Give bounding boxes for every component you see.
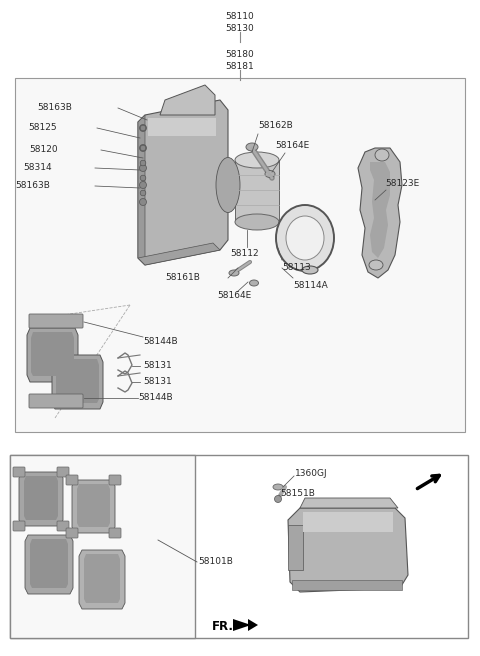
FancyBboxPatch shape <box>109 528 121 538</box>
Ellipse shape <box>375 149 389 161</box>
Polygon shape <box>138 115 145 265</box>
Ellipse shape <box>140 144 146 152</box>
Text: 58164E: 58164E <box>275 140 309 150</box>
Text: 58101B: 58101B <box>198 558 233 567</box>
Text: 58163B: 58163B <box>15 182 50 190</box>
FancyBboxPatch shape <box>66 528 78 538</box>
Text: 58180: 58180 <box>226 50 254 59</box>
Text: 58164E: 58164E <box>217 291 251 300</box>
Bar <box>235 160 279 222</box>
Ellipse shape <box>229 270 239 276</box>
Polygon shape <box>31 332 74 376</box>
Text: 58144B: 58144B <box>143 337 178 346</box>
Polygon shape <box>52 355 103 409</box>
Text: 58110: 58110 <box>226 12 254 21</box>
Text: 58144B: 58144B <box>138 394 173 403</box>
Polygon shape <box>300 498 398 508</box>
Polygon shape <box>79 550 125 609</box>
FancyBboxPatch shape <box>13 467 25 477</box>
Bar <box>288 525 303 570</box>
Text: 58120: 58120 <box>29 146 58 155</box>
Polygon shape <box>27 328 78 382</box>
Ellipse shape <box>302 266 318 274</box>
Ellipse shape <box>140 190 146 195</box>
Ellipse shape <box>140 145 146 151</box>
Ellipse shape <box>235 152 279 168</box>
Polygon shape <box>138 243 220 265</box>
Bar <box>303 512 393 532</box>
Ellipse shape <box>246 143 258 151</box>
Bar <box>292 580 402 590</box>
FancyBboxPatch shape <box>57 521 69 531</box>
Ellipse shape <box>235 214 279 230</box>
Ellipse shape <box>286 216 324 260</box>
Polygon shape <box>138 100 228 265</box>
FancyBboxPatch shape <box>29 314 83 328</box>
Text: FR.: FR. <box>212 619 234 632</box>
Text: 58162B: 58162B <box>258 121 293 131</box>
Ellipse shape <box>369 260 383 270</box>
Polygon shape <box>84 554 120 603</box>
Polygon shape <box>72 480 115 533</box>
Ellipse shape <box>140 165 146 171</box>
Ellipse shape <box>140 160 146 166</box>
FancyBboxPatch shape <box>57 467 69 477</box>
Text: 58112: 58112 <box>230 249 259 258</box>
Ellipse shape <box>140 199 146 205</box>
Text: 58113: 58113 <box>282 262 311 272</box>
FancyBboxPatch shape <box>66 475 78 485</box>
Ellipse shape <box>140 125 146 131</box>
Ellipse shape <box>140 182 146 188</box>
Bar <box>15 78 465 432</box>
Polygon shape <box>370 162 390 258</box>
Bar <box>148 118 216 136</box>
FancyBboxPatch shape <box>109 475 121 485</box>
Text: 58181: 58181 <box>226 62 254 71</box>
Ellipse shape <box>216 157 240 213</box>
Polygon shape <box>30 539 68 588</box>
Polygon shape <box>77 484 110 527</box>
Ellipse shape <box>250 280 259 286</box>
Polygon shape <box>358 148 402 278</box>
Text: 58161B: 58161B <box>165 274 200 283</box>
Bar <box>10 455 468 638</box>
Ellipse shape <box>140 175 146 181</box>
Text: 58151B: 58151B <box>280 489 315 497</box>
Text: 58114A: 58114A <box>293 281 328 289</box>
Text: 58314: 58314 <box>24 163 52 173</box>
Polygon shape <box>56 359 99 403</box>
Polygon shape <box>19 472 63 526</box>
Bar <box>10 455 195 638</box>
Polygon shape <box>288 508 408 592</box>
Ellipse shape <box>265 171 275 178</box>
Polygon shape <box>233 619 258 631</box>
Text: 58131: 58131 <box>143 361 172 371</box>
Ellipse shape <box>140 125 146 131</box>
Ellipse shape <box>276 205 334 271</box>
Polygon shape <box>160 85 215 115</box>
Text: 58131: 58131 <box>143 377 172 386</box>
Ellipse shape <box>273 484 283 490</box>
Ellipse shape <box>275 495 281 502</box>
Text: 58125: 58125 <box>28 123 57 133</box>
FancyBboxPatch shape <box>29 394 83 408</box>
Text: 58130: 58130 <box>226 24 254 33</box>
Text: 1360GJ: 1360GJ <box>295 470 328 478</box>
Text: 58123E: 58123E <box>385 178 419 188</box>
Text: 58163B: 58163B <box>37 104 72 112</box>
Polygon shape <box>25 535 73 594</box>
FancyBboxPatch shape <box>13 521 25 531</box>
Polygon shape <box>24 476 58 520</box>
